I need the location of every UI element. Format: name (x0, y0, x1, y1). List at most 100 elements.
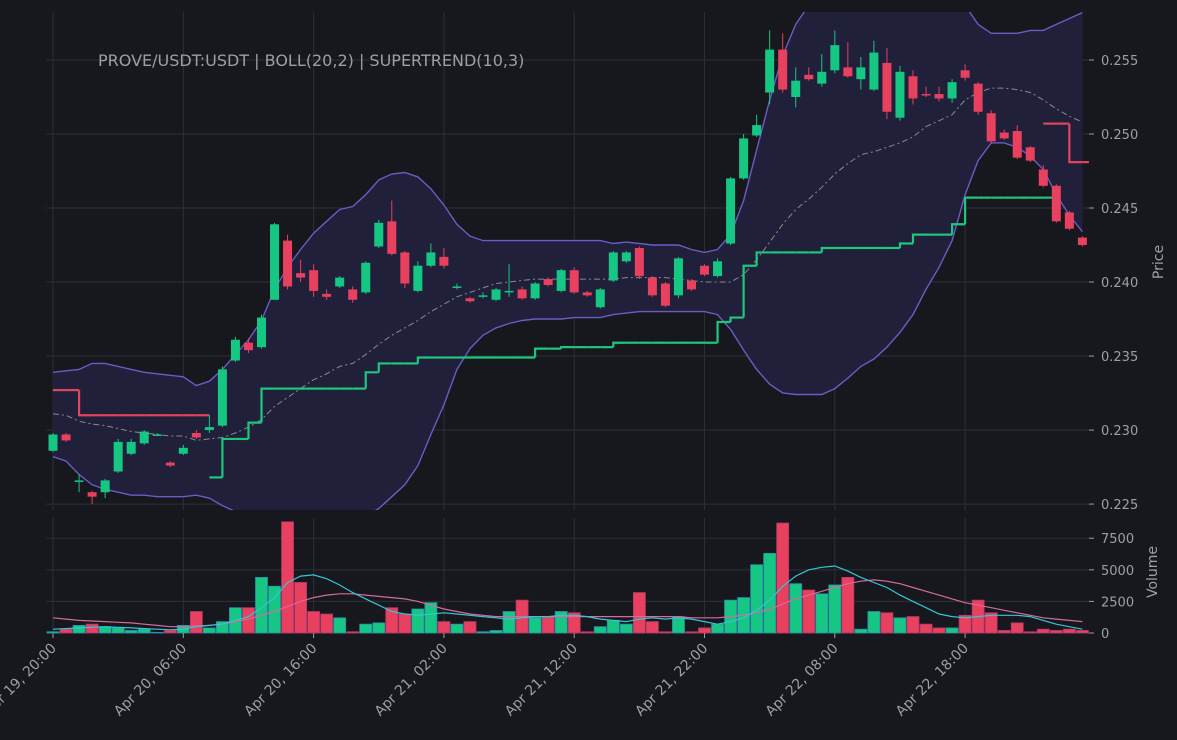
volume-bar (463, 621, 477, 634)
volume-bar (294, 582, 307, 634)
volume-bar (919, 623, 933, 634)
volume-bar (945, 627, 959, 634)
candle-body (74, 480, 84, 482)
volume-bar (98, 626, 112, 634)
volume-bar (541, 616, 555, 634)
y-tick-label: 0.245 (1101, 202, 1138, 217)
candle-body (439, 256, 449, 266)
volume-tick-label: 0 (1101, 627, 1109, 642)
candle-body (87, 492, 97, 497)
volume-bar (698, 627, 711, 634)
volume-bar (202, 627, 216, 634)
volume-bar (398, 613, 412, 634)
volume-bar (320, 613, 334, 634)
candle-body (739, 138, 749, 179)
candle-body (869, 52, 879, 90)
candle-body (817, 71, 827, 84)
candle-body (152, 434, 162, 437)
candle-body (634, 247, 644, 277)
candle-body (856, 67, 866, 80)
bollinger-middle (52, 87, 1083, 441)
supertrend-up (755, 251, 770, 266)
volume-bar (645, 621, 659, 634)
candle-body (374, 222, 384, 247)
candle-body (322, 293, 332, 297)
supertrend-up (416, 356, 431, 364)
candle-body (452, 286, 462, 288)
candle-body (400, 252, 410, 284)
volume-bar (372, 622, 386, 634)
volume-panel (46, 518, 1089, 634)
candle-body (256, 317, 266, 348)
y-tick-label: 0.230 (1101, 424, 1138, 439)
candle-body (270, 224, 280, 300)
y-tick-label: 0.255 (1101, 54, 1138, 69)
volume-bar (72, 625, 86, 634)
candle-body (960, 70, 970, 78)
volume-bar (606, 619, 620, 634)
chart-title: PROVE/USDT:USDT | BOLL(20,2) | SUPERTREN… (98, 51, 524, 70)
candle-body (335, 277, 345, 287)
supertrend-up (377, 362, 392, 373)
candle-body (243, 342, 253, 351)
volume-bar (216, 621, 229, 634)
candle-body (1051, 185, 1061, 222)
volume-bar (476, 631, 490, 634)
supertrend-up (820, 246, 835, 253)
candle-body (934, 94, 944, 99)
candle-body (752, 125, 762, 136)
volume-bar (880, 612, 894, 634)
y-tick-label: 0.240 (1101, 276, 1138, 291)
candle-body (700, 265, 710, 275)
volume-bar (346, 631, 360, 634)
candle-body (517, 289, 527, 299)
candle-body (113, 441, 123, 472)
candle-body (217, 369, 227, 426)
volume-bar (111, 627, 125, 634)
y-axis-label: Price (1151, 245, 1167, 279)
volume-bar (815, 593, 829, 634)
price-panel (46, 12, 1089, 510)
candle-body (465, 298, 475, 302)
y-tick-label: 0.250 (1101, 128, 1138, 143)
supertrend-up (364, 371, 379, 389)
supertrend-up (534, 347, 549, 358)
supertrend-up (911, 233, 927, 244)
candle-body (595, 289, 605, 308)
candle-body (947, 82, 957, 99)
candle-body (647, 277, 657, 296)
volume-bar (932, 627, 946, 634)
volume-bar (789, 583, 803, 634)
candle-body (165, 462, 175, 466)
volume-bar (59, 628, 73, 634)
candle-body (1064, 212, 1074, 229)
supertrend-down (1068, 123, 1083, 164)
candle-body (973, 83, 983, 112)
volume-bar (854, 628, 868, 634)
candle-body (283, 240, 293, 287)
candle-body (504, 290, 514, 293)
volume-ma-fast (52, 565, 1083, 631)
volume-bar (711, 623, 724, 634)
volume-bar (984, 612, 998, 634)
volume-bar (828, 584, 842, 634)
supertrend-up (964, 196, 979, 225)
candle-body (843, 67, 853, 77)
candle-body (569, 270, 579, 293)
supertrend-up (898, 242, 913, 248)
candle-body (61, 434, 71, 441)
volume-bar (841, 576, 855, 634)
volume-bar (632, 592, 646, 634)
volume-bar (776, 522, 790, 634)
volume-axis-label: Volume (1145, 546, 1161, 598)
volume-bar (359, 623, 373, 634)
candle-body (387, 221, 397, 254)
candle-body (139, 431, 149, 444)
volume-bar (85, 623, 99, 634)
supertrend-up (950, 223, 966, 235)
supertrend-up (560, 346, 575, 349)
candle-body (48, 434, 58, 451)
candle-body (530, 283, 540, 299)
bollinger-lower (52, 142, 1083, 510)
